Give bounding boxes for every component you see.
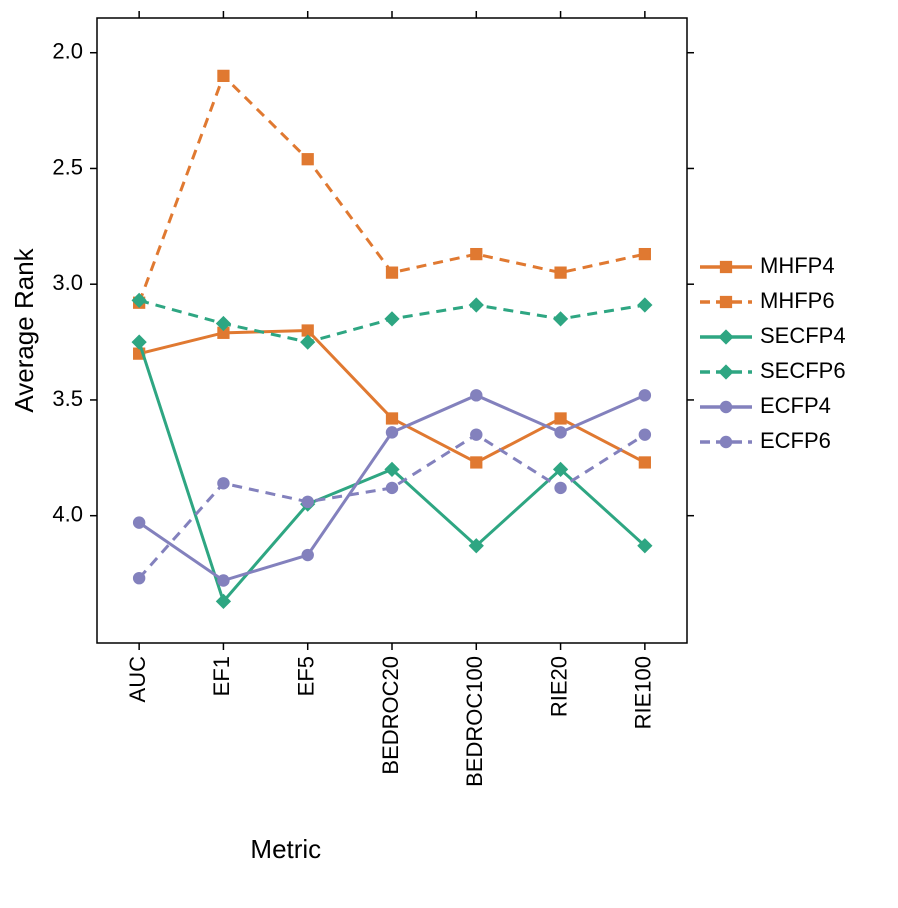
plot-area (97, 18, 687, 643)
legend-item-MHFP4: MHFP4 (700, 253, 835, 278)
legend-label: ECFP6 (760, 428, 831, 453)
x-tick-label: RIE100 (631, 656, 656, 729)
average-rank-chart: 2.0 2.5 3.0 3.5 4.0 Average Rank AUC EF1 EF5 BEDR… (0, 0, 898, 908)
x-tick-label: BEDROC20 (378, 656, 403, 775)
y-tick-label: 2.5 (52, 154, 83, 179)
legend-label: MHFP6 (760, 288, 835, 313)
legend-label: ECFP4 (760, 393, 831, 418)
x-axis-label: Metric (250, 834, 321, 864)
legend-item-MHFP6: MHFP6 (700, 288, 835, 313)
legend-item-ECFP4: ECFP4 (700, 393, 831, 418)
y-axis-label: Average Rank (9, 247, 39, 412)
legend-item-ECFP6: ECFP6 (700, 428, 831, 453)
y-tick-label: 2.0 (52, 39, 83, 64)
x-tick-label: EF5 (294, 656, 319, 696)
x-tick-label: AUC (125, 656, 150, 703)
y-tick-label: 4.0 (52, 501, 83, 526)
y-tick-label: 3.0 (52, 270, 83, 295)
y-tick-label: 3.5 (52, 386, 83, 411)
legend-label: SECFP4 (760, 323, 846, 348)
legend-item-SECFP4: SECFP4 (700, 323, 846, 348)
x-tick-label: RIE20 (546, 656, 571, 717)
legend-label: SECFP6 (760, 358, 846, 383)
legend-item-SECFP6: SECFP6 (700, 358, 846, 383)
x-tick-label: EF1 (209, 656, 234, 696)
x-tick-label: BEDROC100 (462, 656, 487, 787)
legend-label: MHFP4 (760, 253, 835, 278)
